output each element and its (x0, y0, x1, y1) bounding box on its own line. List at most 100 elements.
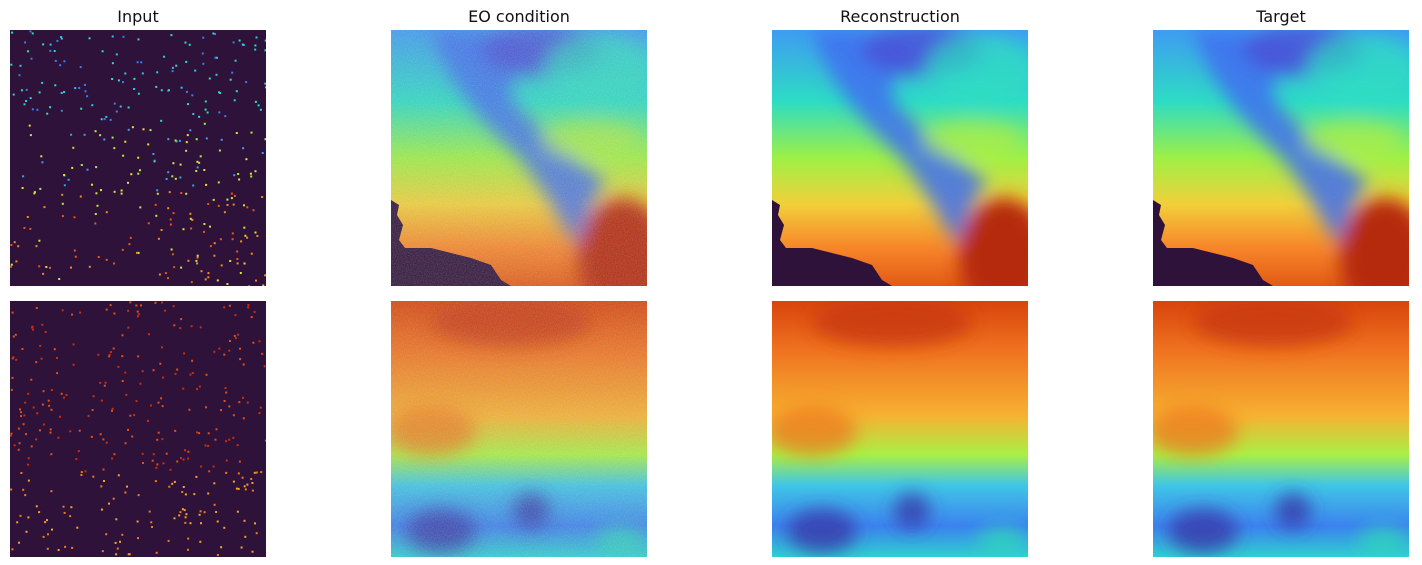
sample-dot (231, 238, 234, 241)
sample-dot (36, 108, 39, 111)
sample-dot (155, 214, 158, 217)
sample-dot (136, 310, 139, 313)
sample-dot (255, 279, 257, 282)
sample-dot (254, 170, 257, 173)
sample-dot (216, 279, 219, 282)
sample-dot (261, 196, 264, 198)
sample-dot (171, 253, 174, 256)
sample-dot (243, 226, 246, 229)
sample-dot (16, 521, 19, 524)
sample-dot (242, 396, 244, 399)
sample-dot (121, 355, 124, 358)
sample-dot (122, 35, 125, 38)
sample-dot (70, 266, 72, 269)
sample-dot (147, 222, 150, 225)
sample-dot (18, 442, 21, 445)
sample-dot (195, 138, 198, 141)
sample-dot (29, 30, 32, 33)
sample-dot (167, 89, 170, 92)
sample-dot (255, 471, 258, 474)
sample-dot (198, 385, 201, 388)
sample-dot (88, 265, 91, 268)
sample-dot (254, 522, 256, 525)
sample-dot (255, 532, 258, 535)
sample-dot (178, 514, 181, 517)
sample-dot (38, 239, 41, 242)
sample-dot (57, 549, 60, 551)
sample-dot (61, 202, 64, 205)
sample-dot (31, 108, 34, 111)
sample-dot (159, 362, 162, 365)
sample-dot (42, 390, 45, 393)
sample-dot (161, 438, 164, 441)
sample-dot (39, 344, 42, 347)
sample-dot (10, 263, 13, 266)
sample-dot (243, 204, 245, 207)
sample-dot (213, 242, 216, 245)
sample-dot (172, 212, 175, 215)
sample-dot (152, 453, 155, 456)
sample-dot (115, 518, 118, 521)
sample-dot (207, 432, 210, 435)
sample-dot (213, 503, 216, 506)
sample-dot (158, 273, 161, 276)
sample-dot (35, 361, 38, 364)
sample-dot (33, 191, 36, 194)
sample-dot (182, 458, 185, 461)
sample-dot (19, 408, 21, 411)
sample-dot (127, 181, 129, 184)
sample-dot (251, 489, 254, 492)
sample-dot (223, 400, 226, 402)
sample-dot (101, 508, 103, 511)
sample-dot (124, 72, 127, 75)
sample-dot (100, 189, 102, 192)
sample-dot (199, 510, 202, 513)
sample-dot (206, 111, 209, 114)
sample-dot (71, 166, 74, 169)
sample-dot (152, 153, 155, 155)
sample-dot (228, 438, 231, 441)
sample-dot (40, 155, 43, 158)
sample-dot (32, 406, 35, 409)
sample-dot (234, 314, 237, 317)
sample-dot (100, 485, 103, 488)
sample-dot (60, 109, 63, 112)
sample-dot (142, 128, 145, 131)
sample-dot (168, 191, 171, 194)
sample-dot (114, 541, 117, 544)
sample-dot (127, 326, 130, 329)
sample-dot (13, 444, 16, 447)
sample-dot (17, 448, 20, 451)
sample-dot (235, 132, 238, 134)
sample-dot (242, 147, 245, 150)
sample-dot (251, 482, 254, 484)
sample-dot (115, 553, 118, 556)
sample-dot (140, 61, 143, 64)
sample-dot (171, 66, 174, 69)
sample-dot (167, 277, 169, 280)
sample-dot (137, 38, 140, 41)
sample-dot (251, 550, 254, 553)
sample-dot (256, 235, 259, 237)
column-title: EO condition (468, 7, 570, 26)
sample-dot (129, 414, 132, 417)
sample-dot (237, 487, 240, 490)
sample-dot (258, 412, 261, 415)
sample-dot (218, 91, 221, 94)
sample-dot (212, 32, 215, 35)
sample-dot (252, 209, 255, 212)
sample-dot (20, 415, 22, 418)
sample-dot (111, 407, 114, 410)
sample-dot (74, 87, 77, 90)
sample-dot (156, 463, 159, 466)
sample-dot (167, 539, 170, 542)
sample-dot (243, 262, 246, 265)
sample-dot (62, 505, 65, 508)
sample-dot (232, 41, 235, 44)
sample-dot (133, 414, 136, 417)
sample-dot (184, 521, 187, 524)
sample-dot (196, 160, 199, 163)
sample-dot (154, 301, 157, 304)
sample-dot (41, 161, 44, 164)
sample-dot (19, 64, 22, 67)
